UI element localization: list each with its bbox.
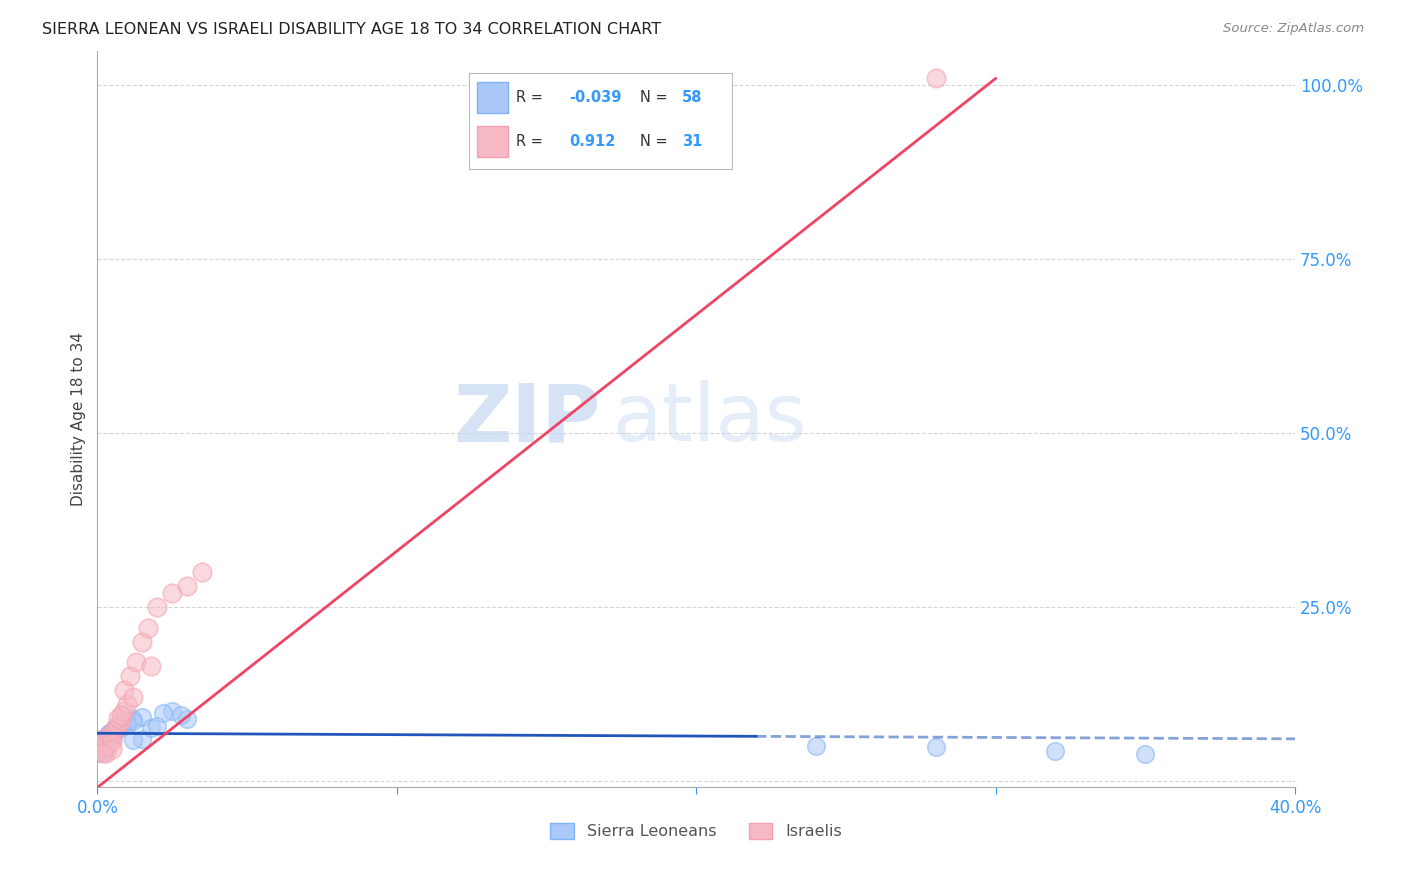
Point <box>96 733 118 747</box>
Point <box>101 726 124 740</box>
Point <box>96 733 118 747</box>
Legend: Sierra Leoneans, Israelis: Sierra Leoneans, Israelis <box>544 816 848 846</box>
Point <box>104 722 127 736</box>
Point <box>110 718 132 732</box>
Point <box>101 735 124 749</box>
Point <box>112 715 135 730</box>
Point <box>91 731 114 746</box>
Point <box>107 718 129 732</box>
Point <box>96 734 118 748</box>
Point <box>110 714 132 729</box>
Point <box>107 722 129 736</box>
Point <box>98 731 121 745</box>
Point <box>925 740 948 755</box>
Point <box>131 634 153 648</box>
Point <box>91 735 114 749</box>
Point <box>101 726 124 740</box>
Point <box>131 709 153 723</box>
Point <box>170 707 193 722</box>
Point <box>98 728 121 742</box>
Point <box>112 683 135 698</box>
Text: Source: ZipAtlas.com: Source: ZipAtlas.com <box>1223 22 1364 36</box>
Point <box>101 731 124 746</box>
Point <box>176 579 198 593</box>
Point <box>117 697 139 711</box>
Point <box>110 719 132 733</box>
Point <box>107 721 129 735</box>
Point <box>101 731 124 745</box>
Point <box>110 707 132 722</box>
Point <box>107 719 129 733</box>
Point <box>96 746 118 760</box>
Point <box>146 719 169 733</box>
Point <box>122 733 145 747</box>
Point <box>96 735 118 749</box>
Point <box>98 735 121 749</box>
Point <box>91 735 114 749</box>
Point <box>120 669 142 683</box>
Point <box>160 586 183 600</box>
Point <box>191 565 214 579</box>
Point <box>152 706 174 720</box>
Text: atlas: atlas <box>613 380 807 458</box>
Point <box>98 728 121 742</box>
Point <box>107 711 129 725</box>
Point <box>91 741 114 756</box>
Point <box>96 731 118 746</box>
Point <box>117 714 139 729</box>
Point <box>104 723 127 738</box>
Point <box>101 724 124 739</box>
Point <box>96 742 118 756</box>
Point <box>117 716 139 731</box>
Point <box>1045 744 1067 758</box>
Point <box>98 726 121 740</box>
Text: SIERRA LEONEAN VS ISRAELI DISABILITY AGE 18 TO 34 CORRELATION CHART: SIERRA LEONEAN VS ISRAELI DISABILITY AGE… <box>42 22 661 37</box>
Point <box>91 737 114 751</box>
Point <box>89 739 111 753</box>
Point <box>804 739 827 753</box>
Point <box>89 739 111 753</box>
Text: ZIP: ZIP <box>453 380 600 458</box>
Point <box>925 71 948 86</box>
Point <box>91 746 114 760</box>
Point <box>125 656 148 670</box>
Point <box>176 712 198 726</box>
Point <box>136 621 159 635</box>
Point <box>122 712 145 726</box>
Point <box>91 731 114 746</box>
Point <box>96 739 118 753</box>
Point <box>104 723 127 738</box>
Point <box>122 714 145 728</box>
Point <box>1135 747 1157 761</box>
Point <box>98 728 121 742</box>
Point <box>91 739 114 753</box>
Point <box>110 718 132 732</box>
Point <box>141 658 163 673</box>
Point <box>112 704 135 718</box>
Y-axis label: Disability Age 18 to 34: Disability Age 18 to 34 <box>72 332 86 506</box>
Point <box>98 728 121 742</box>
Point <box>91 742 114 756</box>
Point <box>141 722 163 736</box>
Point <box>91 740 114 755</box>
Point <box>122 690 145 705</box>
Point <box>89 738 111 752</box>
Point <box>89 746 111 760</box>
Point <box>104 723 127 737</box>
Point <box>104 722 127 736</box>
Point <box>101 742 124 756</box>
Point <box>104 724 127 739</box>
Point <box>89 744 111 758</box>
Point <box>98 731 121 746</box>
Point <box>146 599 169 614</box>
Point <box>160 704 183 718</box>
Point <box>96 735 118 749</box>
Point <box>131 731 153 746</box>
Point <box>101 724 124 739</box>
Point <box>96 732 118 747</box>
